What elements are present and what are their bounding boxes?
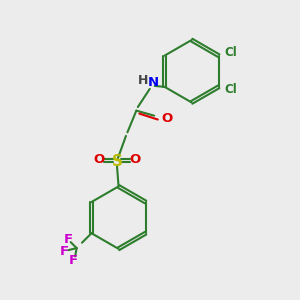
- Text: F: F: [60, 244, 69, 258]
- Text: O: O: [130, 153, 141, 166]
- Text: O: O: [93, 153, 104, 166]
- Text: N: N: [147, 76, 159, 89]
- Text: H: H: [138, 74, 148, 87]
- Text: F: F: [69, 254, 78, 267]
- Text: Cl: Cl: [224, 83, 237, 96]
- Text: F: F: [64, 233, 73, 246]
- Text: O: O: [161, 112, 172, 124]
- Text: S: S: [112, 154, 122, 169]
- Text: Cl: Cl: [224, 46, 237, 59]
